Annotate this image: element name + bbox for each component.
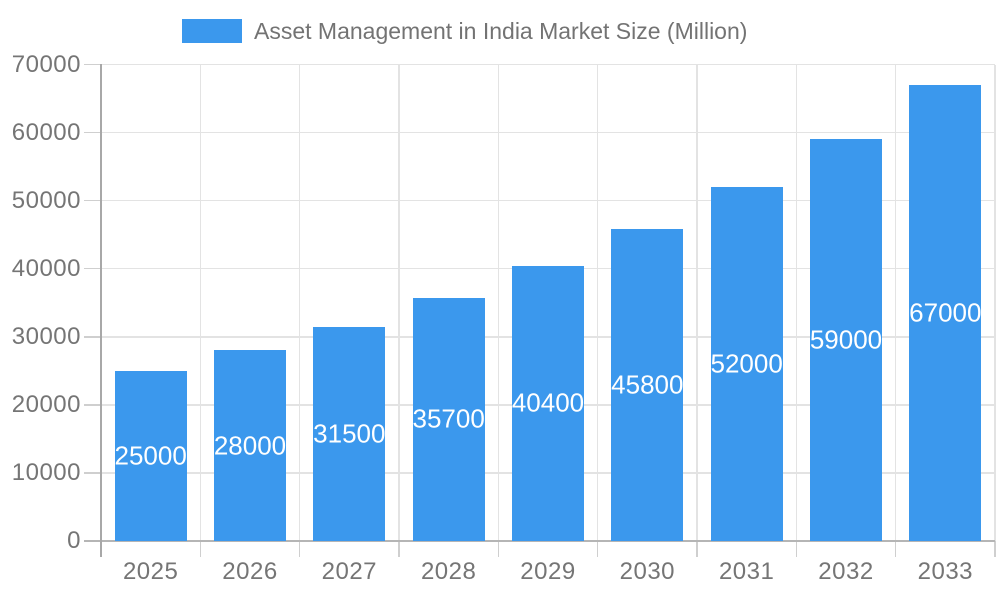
- legend-label: Asset Management in India Market Size (M…: [254, 17, 748, 44]
- y-axis-label-20000: 20000: [11, 390, 81, 418]
- x-axis-tick: [696, 541, 698, 557]
- y-gridline-60000: [101, 131, 995, 134]
- x-gridline-2: [298, 64, 301, 541]
- y-axis-line: [100, 63, 102, 557]
- y-axis-label-10000: 10000: [11, 458, 81, 486]
- x-axis-label-2030: 2030: [619, 558, 676, 585]
- x-axis-tick: [497, 541, 500, 557]
- bar-value-label-2026: 28000: [213, 430, 287, 461]
- x-axis-tick: [398, 541, 400, 557]
- y-axis-tick: [84, 199, 101, 202]
- y-axis-label-70000: 70000: [11, 50, 81, 78]
- x-axis-tick: [994, 541, 996, 557]
- legend-swatch-icon: [182, 19, 242, 43]
- y-axis-tick: [84, 336, 101, 338]
- x-axis-label-2033: 2033: [917, 558, 974, 585]
- y-axis-tick: [84, 404, 101, 406]
- x-axis-label-2028: 2028: [420, 558, 477, 585]
- bar-2025[interactable]: [114, 370, 187, 541]
- bar-2030[interactable]: [611, 229, 684, 541]
- y-axis-label-0: 0: [67, 527, 81, 554]
- bar-value-label-2031: 52000: [710, 348, 783, 379]
- x-axis-line: [84, 540, 995, 542]
- y-axis-tick: [84, 63, 101, 66]
- x-gridline-7: [795, 64, 798, 541]
- x-gridline-5: [596, 64, 599, 541]
- bar-value-label-2030: 45800: [611, 369, 684, 400]
- bar-2027[interactable]: [313, 326, 386, 541]
- bar-value-label-2025: 25000: [114, 440, 187, 471]
- legend-item[interactable]: Asset Management in India Market Size (M…: [182, 15, 747, 47]
- bar-value-label-2033: 67000: [909, 297, 982, 328]
- x-axis-label-2027: 2027: [321, 558, 378, 585]
- x-axis-label-2029: 2029: [520, 558, 576, 585]
- bar-2032[interactable]: [810, 139, 882, 541]
- x-axis-label-2032: 2032: [818, 558, 874, 585]
- bar-2031[interactable]: [710, 187, 783, 541]
- x-axis-label-2026: 2026: [222, 558, 278, 585]
- x-axis-tick: [795, 541, 798, 557]
- x-gridline-6: [696, 64, 698, 541]
- x-axis-label-2031: 2031: [718, 558, 775, 585]
- y-axis-label-60000: 60000: [11, 118, 81, 146]
- x-axis-tick: [894, 541, 897, 557]
- y-axis-tick: [84, 131, 101, 134]
- x-gridline-8: [894, 64, 897, 541]
- bar-2026[interactable]: [214, 350, 286, 541]
- y-gridline-50000: [101, 199, 995, 202]
- y-axis-tick: [84, 472, 101, 474]
- x-gridline-4: [497, 64, 500, 541]
- bar-2033[interactable]: [909, 84, 982, 541]
- bar-value-label-2027: 31500: [313, 418, 386, 449]
- bar-value-label-2032: 59000: [809, 324, 883, 355]
- bar-value-label-2029: 40400: [511, 387, 585, 418]
- y-axis-label-40000: 40000: [11, 254, 81, 282]
- x-axis-tick: [298, 541, 301, 557]
- bar-value-label-2028: 35700: [412, 403, 485, 434]
- x-axis-label-2025: 2025: [122, 558, 179, 585]
- y-axis-tick: [84, 267, 101, 270]
- x-axis-tick: [596, 541, 599, 557]
- bar-2028[interactable]: [412, 297, 485, 541]
- y-gridline-70000: [101, 63, 995, 66]
- x-gridline-9: [994, 64, 996, 541]
- x-gridline-3: [398, 64, 400, 541]
- x-axis-tick: [199, 541, 202, 557]
- x-gridline-1: [199, 64, 202, 541]
- y-axis-label-30000: 30000: [11, 322, 81, 350]
- bar-2029[interactable]: [512, 265, 584, 541]
- y-axis-label-50000: 50000: [11, 186, 81, 214]
